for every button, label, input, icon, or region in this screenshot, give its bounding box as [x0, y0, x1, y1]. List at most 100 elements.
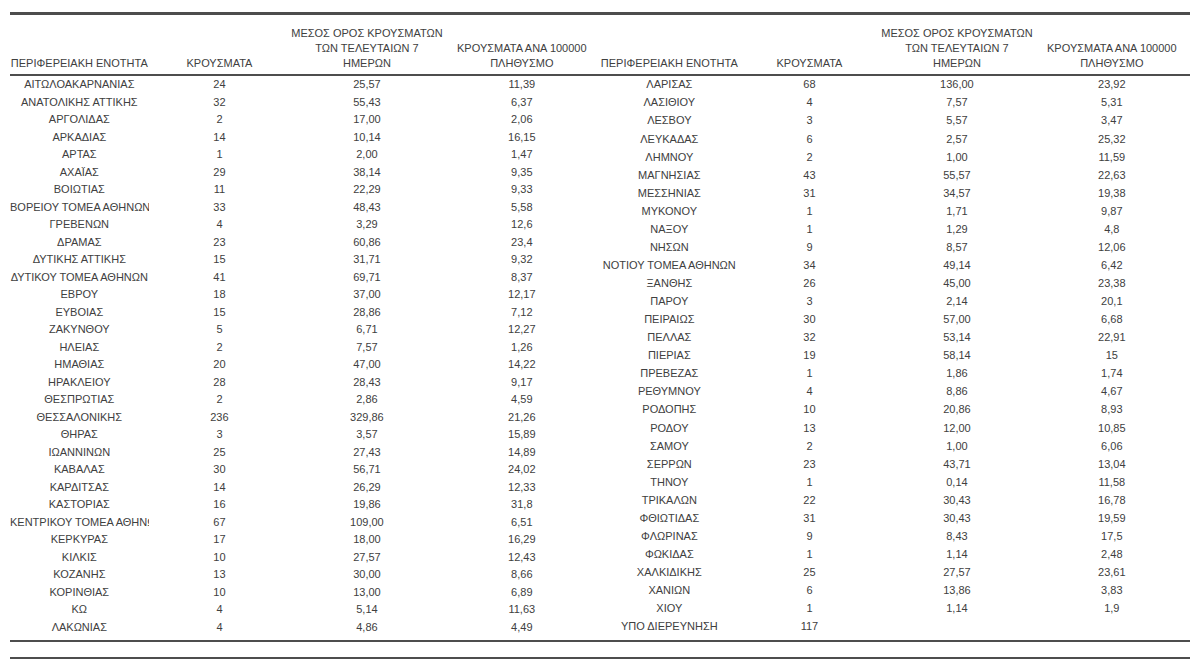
table-row: ΝΟΤΙΟΥ ΤΟΜΕΑ ΑΘΗΝΩΝ3449,146,42: [600, 257, 1190, 275]
table-row: ΚΑΡΔΙΤΣΑΣ1426,2912,33: [10, 479, 600, 497]
cell-regional-unit: ΕΒΡΟΥ: [10, 286, 149, 304]
cell-avg-7day: 329,86: [290, 409, 443, 427]
cell-regional-unit: ΛΑΣΙΘΙΟΥ: [600, 94, 739, 112]
cell-cases: 2: [149, 339, 291, 357]
table-row: ΔΡΑΜΑΣ2360,8623,4: [10, 234, 600, 252]
cell-cases: 4: [149, 216, 291, 234]
cell-avg-7day: 47,00: [290, 356, 443, 374]
cell-regional-unit: ΥΠΟ ΔΙΕΡΕΥΝΗΣΗ: [600, 618, 739, 636]
cell-regional-unit: ΞΑΝΘΗΣ: [600, 275, 739, 293]
cell-avg-7day: 28,86: [290, 304, 443, 322]
column-header-line: ΜΕΣΟΣ ΟΡΟΣ ΚΡΟΥΣΜΑΤΩΝ: [290, 26, 443, 41]
cell-per-100k: 13,04: [1034, 455, 1190, 473]
cell-regional-unit: ΚΟΡΙΝΘΙΑΣ: [10, 584, 149, 602]
table-row: ΡΟΔΟΠΗΣ1020,868,93: [600, 401, 1190, 419]
cell-per-100k: 24,02: [444, 461, 600, 479]
column-header-line: ΜΕΣΟΣ ΟΡΟΣ ΚΡΟΥΣΜΑΤΩΝ: [880, 26, 1033, 41]
cell-cases: 25: [739, 564, 881, 582]
cell-avg-7day: 57,00: [880, 311, 1033, 329]
cell-regional-unit: ΠΕΛΛΑΣ: [600, 329, 739, 347]
table-row: ΛΕΥΚΑΔΑΣ62,5725,32: [600, 130, 1190, 148]
cell-per-100k: 9,33: [444, 181, 600, 199]
cell-avg-7day: 25,57: [290, 75, 443, 94]
cell-per-100k: 15: [1034, 347, 1190, 365]
table-row: ΚΟΡΙΝΘΙΑΣ1013,006,89: [10, 584, 600, 602]
cell-avg-7day: 2,00: [290, 146, 443, 164]
table-row: ΖΑΚΥΝΘΟΥ56,7112,27: [10, 321, 600, 339]
cell-cases: 68: [739, 75, 881, 94]
cell-avg-7day: 8,57: [880, 239, 1033, 257]
table-row: ΛΑΣΙΘΙΟΥ47,575,31: [600, 94, 1190, 112]
cell-per-100k: 22,91: [1034, 329, 1190, 347]
table-row: ΤΡΙΚΑΛΩΝ2230,4316,78: [600, 491, 1190, 509]
cell-cases: 2: [149, 391, 291, 409]
cell-avg-7day: 60,86: [290, 234, 443, 252]
table-body: ΛΑΡΙΣΑΣ68136,0023,92ΛΑΣΙΘΙΟΥ47,575,31ΛΕΣ…: [600, 75, 1190, 636]
cell-regional-unit: ΠΑΡΟΥ: [600, 293, 739, 311]
table-row: ΚΕΝΤΡΙΚΟΥ ΤΟΜΕΑ ΑΘΗΝΩΝ67109,006,51: [10, 514, 600, 532]
cell-regional-unit: ΣΑΜΟΥ: [600, 437, 739, 455]
cell-cases: 17: [149, 531, 291, 549]
table-row: ΝΗΣΩΝ98,5712,06: [600, 239, 1190, 257]
cell-per-100k: 4,8: [1034, 221, 1190, 239]
cell-cases: 1: [739, 473, 881, 491]
cell-regional-unit: ΦΘΙΩΤΙΔΑΣ: [600, 510, 739, 528]
cell-regional-unit: ΤΡΙΚΑΛΩΝ: [600, 491, 739, 509]
cell-cases: 3: [739, 112, 881, 130]
cell-cases: 13: [149, 566, 291, 584]
table-body: ΑΙΤΩΛΟΑΚΑΡΝΑΝΙΑΣ2425,5711,39ΑΝΑΤΟΛΙΚΗΣ Α…: [10, 75, 600, 636]
column-header-line: ΚΡΟΥΣΜΑΤΑ ΑΝΑ 100000: [444, 41, 600, 56]
cell-regional-unit: ΧΑΝΙΩΝ: [600, 582, 739, 600]
cell-per-100k: 10,85: [1034, 419, 1190, 437]
table-row: ΕΒΡΟΥ1837,0012,17: [10, 286, 600, 304]
cell-regional-unit: ΑΡΓΟΛΙΔΑΣ: [10, 111, 149, 129]
cell-regional-unit: ΤΗΝΟΥ: [600, 473, 739, 491]
cell-avg-7day: 30,00: [290, 566, 443, 584]
cell-cases: 34: [739, 257, 881, 275]
cell-cases: 10: [739, 401, 881, 419]
cell-cases: 4: [739, 383, 881, 401]
cell-regional-unit: ΑΡΤΑΣ: [10, 146, 149, 164]
cell-regional-unit: ΘΗΡΑΣ: [10, 426, 149, 444]
cell-per-100k: 9,32: [444, 251, 600, 269]
cell-cases: 10: [149, 549, 291, 567]
cell-regional-unit: ΜΕΣΣΗΝΙΑΣ: [600, 184, 739, 202]
cell-cases: 6: [739, 130, 881, 148]
cell-cases: 32: [739, 329, 881, 347]
cell-cases: 13: [739, 419, 881, 437]
cell-avg-7day: 30,43: [880, 491, 1033, 509]
cell-regional-unit: ΚΑΒΑΛΑΣ: [10, 461, 149, 479]
cell-per-100k: 15,89: [444, 426, 600, 444]
cell-cases: 23: [739, 455, 881, 473]
cell-cases: 41: [149, 269, 291, 287]
cell-per-100k: 16,15: [444, 129, 600, 147]
table-row: ΥΠΟ ΔΙΕΡΕΥΝΗΣΗ117: [600, 618, 1190, 636]
cell-per-100k: 23,92: [1034, 75, 1190, 94]
cell-avg-7day: 34,57: [880, 184, 1033, 202]
table-row: ΛΗΜΝΟΥ21,0011,59: [600, 148, 1190, 166]
cell-avg-7day: 43,71: [880, 455, 1033, 473]
cell-cases: 3: [149, 426, 291, 444]
cell-avg-7day: 2,86: [290, 391, 443, 409]
cell-cases: 2: [739, 148, 881, 166]
cell-avg-7day: 19,86: [290, 496, 443, 514]
column-header-per-100k: ΚΡΟΥΣΜΑΤΑ ΑΝΑ 100000ΠΛΗΘΥΣΜΟ: [1034, 26, 1190, 75]
cell-cases: 1: [739, 221, 881, 239]
table-row: ΚΙΛΚΙΣ1027,5712,43: [10, 549, 600, 567]
table-row: ΗΛΕΙΑΣ27,571,26: [10, 339, 600, 357]
cell-regional-unit: ΛΕΥΚΑΔΑΣ: [600, 130, 739, 148]
cell-regional-unit: ΘΕΣΣΑΛΟΝΙΚΗΣ: [10, 409, 149, 427]
cell-cases: 6: [739, 582, 881, 600]
cell-cases: 117: [739, 618, 881, 636]
cell-avg-7day: 12,00: [880, 419, 1033, 437]
column-header-line: ΠΛΗΘΥΣΜΟ: [444, 56, 600, 71]
cell-regional-unit: ΑΝΑΤΟΛΙΚΗΣ ΑΤΤΙΚΗΣ: [10, 94, 149, 112]
table-row: ΣΕΡΡΩΝ2343,7113,04: [600, 455, 1190, 473]
cell-avg-7day: 45,00: [880, 275, 1033, 293]
cell-regional-unit: ΚΟΖΑΝΗΣ: [10, 566, 149, 584]
cell-regional-unit: ΛΑΚΩΝΙΑΣ: [10, 619, 149, 637]
cell-cases: 4: [149, 601, 291, 619]
cell-avg-7day: 7,57: [290, 339, 443, 357]
cell-regional-unit: ΣΕΡΡΩΝ: [600, 455, 739, 473]
cell-avg-7day: 27,57: [880, 564, 1033, 582]
